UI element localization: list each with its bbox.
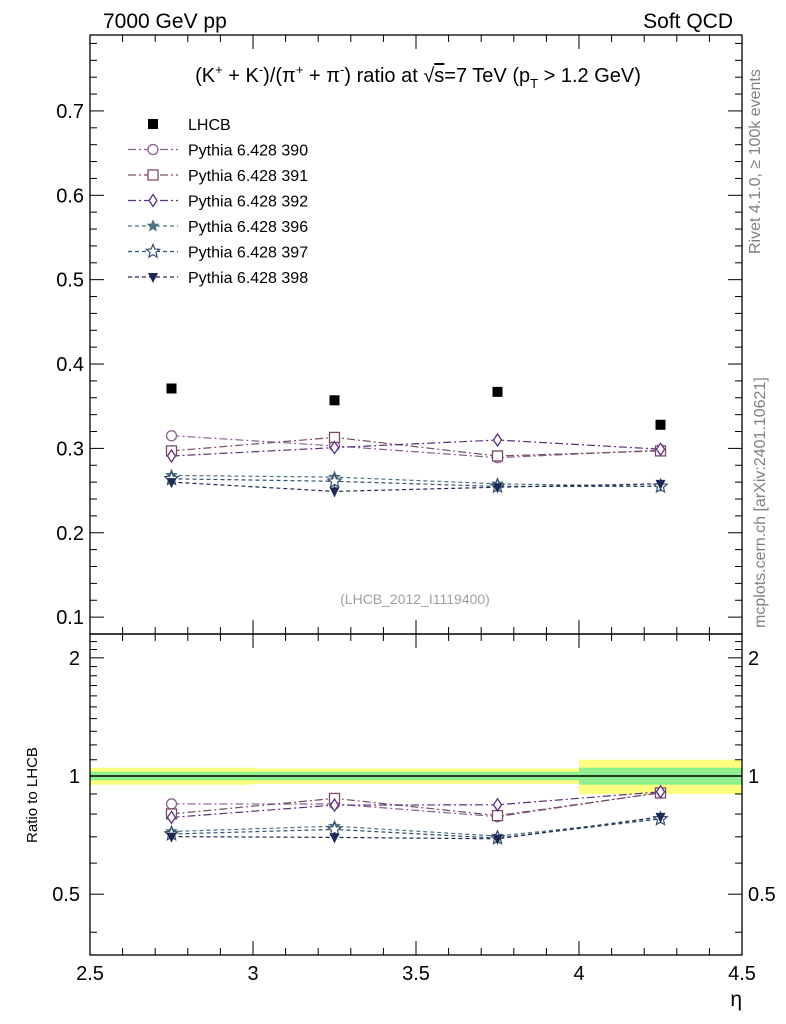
series-line-main: [171, 478, 661, 487]
analysis-id-label: (LHCB_2012_I1119400): [340, 591, 490, 607]
y-tick-label: 0.3: [56, 438, 84, 460]
ratio-panel-frame: [89, 633, 743, 956]
series-line-ratio: [171, 818, 661, 839]
chart-title: (K+ + K-)/(π+ + π-) ratio at √s=7 TeV (p…: [195, 62, 641, 91]
series-ratio-point: [329, 797, 340, 813]
series-ratio-point: [491, 809, 504, 822]
series-line-ratio: [171, 791, 661, 818]
legend-label: Pythia 6.428 392: [188, 194, 308, 211]
series-ratio-point: [492, 797, 503, 812]
y-tick-label: 0.7: [56, 101, 84, 123]
series-point: [165, 430, 178, 442]
lhcb-data-point: [655, 419, 666, 430]
series-ratio-point: [329, 833, 340, 844]
legend-label: Pythia 6.428 390: [188, 143, 308, 160]
series-ratio-point: [166, 810, 177, 825]
ratio-y-tick-label-right: 2: [748, 648, 759, 670]
series-point: [655, 479, 666, 490]
series-line-main: [171, 436, 661, 457]
y-tick-label: 0.6: [56, 185, 84, 207]
ratio-y-tick-label-right: 1: [748, 766, 759, 788]
series-line-ratio: [171, 816, 661, 840]
x-tick-label: 3.5: [402, 963, 430, 985]
series-line-main: [171, 481, 661, 493]
y-tick-label: 0.1: [56, 607, 84, 629]
ratio-y-tick-label: 0.5: [52, 884, 80, 906]
series-point: [329, 487, 340, 498]
x-tick-label: 4.5: [728, 963, 756, 985]
y-tick-label: 0.4: [56, 354, 84, 376]
legend-marker: [146, 219, 160, 232]
series-ratio-point: [492, 834, 503, 845]
lhcb-data-point: [492, 386, 503, 397]
series-point: [329, 440, 340, 455]
legend-marker: [144, 242, 162, 259]
series-ratio-point: [165, 798, 178, 810]
legend-lhcb-marker: [148, 119, 158, 129]
legend-lhcb-label: LHCB: [188, 117, 231, 134]
ratio-y-tick-label-right: 0.5: [748, 884, 776, 906]
rivet-version-text: Rivet 4.1.0, ≥ 100k events: [747, 69, 764, 254]
legend-label: Pythia 6.428 398: [188, 270, 308, 287]
ratio-ylabel: Ratio to LHCB: [24, 747, 41, 843]
legend-label: Pythia 6.428 397: [188, 245, 308, 262]
series-point: [166, 448, 177, 464]
header-right: Soft QCD: [643, 10, 733, 33]
series-point: [166, 478, 177, 489]
series-point: [655, 442, 666, 457]
series-ratio-point: [326, 820, 343, 837]
legend-marker: [147, 143, 159, 156]
series-point: [491, 450, 504, 462]
ratio-y-tick-label: 1: [69, 766, 80, 788]
y-tick-label: 0.5: [56, 270, 84, 292]
series-ratio-point: [655, 784, 666, 799]
y-tick-label: 0.2: [56, 523, 84, 545]
legend-label: Pythia 6.428 396: [188, 219, 308, 236]
legend-label: Pythia 6.428 391: [188, 168, 308, 185]
series-ratio-point: [166, 832, 177, 843]
series-line-ratio: [171, 792, 661, 817]
series-line-main: [171, 435, 661, 459]
legend-marker: [148, 273, 158, 283]
series-point: [326, 472, 343, 489]
ratio-y-tick-label: 2: [69, 648, 80, 670]
x-tick-label: 2.5: [76, 963, 104, 985]
legend-marker: [147, 169, 159, 181]
series-point: [492, 483, 503, 494]
series-line-ratio: [171, 791, 661, 818]
series-line-main: [171, 439, 661, 457]
header-left: 7000 GeV pp: [103, 10, 227, 33]
lhcb-data-point: [166, 383, 177, 394]
series-ratio-point: [655, 812, 666, 823]
x-axis-label: η: [730, 988, 742, 1011]
legend-marker: [148, 193, 158, 208]
lhcb-data-point: [329, 395, 340, 406]
x-tick-label: 4: [573, 963, 584, 985]
x-tick-label: 3: [247, 963, 258, 985]
series-point: [492, 432, 503, 448]
mcplots-credit-text: mcplots.cern.ch [arXiv:2401.10621]: [752, 377, 769, 628]
